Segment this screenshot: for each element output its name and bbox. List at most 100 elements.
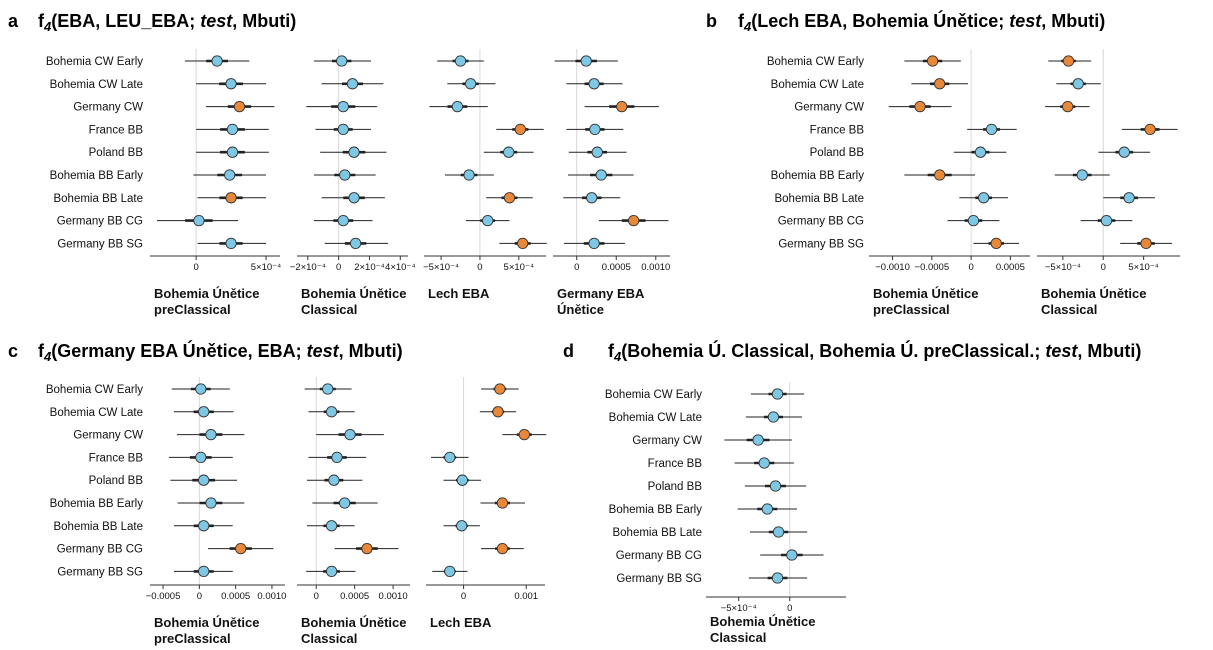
data-point	[208, 542, 274, 555]
data-point	[170, 474, 238, 486]
row-label: Germany CW	[73, 102, 143, 114]
panel-title: f4(Lech EBA, Bohemia Únětice; test, Mbut…	[738, 10, 1105, 34]
subplot: −2×10⁻⁴ 0 2×10⁻⁴ 4×10⁻⁴ Bohemia ÚněticeClass…	[290, 49, 416, 317]
estimate-point	[211, 55, 223, 67]
row-label: Germany CW	[632, 435, 702, 447]
estimate-point	[339, 169, 351, 181]
data-point	[196, 123, 269, 136]
estimate-point	[198, 565, 210, 578]
estimate-point	[349, 237, 362, 250]
estimate-point	[771, 572, 784, 584]
row-label: France BB	[810, 124, 865, 136]
estimate-point	[195, 383, 207, 395]
data-point	[306, 100, 378, 113]
data-point	[760, 549, 824, 561]
estimate-point	[767, 411, 780, 423]
tick-label: 0.0005	[340, 591, 369, 602]
data-point	[584, 100, 659, 113]
tick-label: 5×10⁻⁴	[251, 262, 282, 273]
data-point	[496, 123, 544, 136]
estimate-point	[226, 123, 239, 136]
row-label: Bohemia CW Early	[46, 384, 143, 396]
panel-title: f4(Bohemia Ú. Classical, Bohemia Ú. preC…	[608, 340, 1141, 364]
estimate-point	[337, 123, 349, 136]
tick-label: 0	[461, 591, 466, 602]
estimate-point	[193, 214, 205, 227]
tick-label: 0	[968, 262, 973, 273]
estimate-point	[235, 542, 247, 555]
data-point	[308, 451, 367, 464]
data-point	[724, 434, 792, 446]
row-label: Germany BB SG	[57, 238, 143, 250]
x-axis-label: Bohemia Únětice	[710, 614, 815, 629]
data-point	[432, 565, 468, 578]
estimate-point	[1072, 78, 1084, 90]
estimate-point	[914, 100, 926, 113]
estimate-point	[339, 497, 351, 509]
data-point	[745, 411, 803, 423]
estimate-point	[1076, 169, 1088, 181]
data-point	[321, 192, 385, 204]
data-point	[748, 572, 808, 584]
estimate-point	[496, 497, 509, 509]
row-label: Germany CW	[794, 102, 864, 114]
tick-label: −0.0005	[146, 591, 181, 602]
x-axis-label: Germany EBA	[557, 286, 645, 301]
data-point	[437, 55, 484, 67]
data-point	[947, 214, 1000, 227]
row-label: Germany BB CG	[778, 216, 864, 228]
data-point	[480, 497, 525, 509]
tick-label: −0.0010	[875, 262, 910, 273]
row-label: France BB	[648, 458, 703, 470]
row-label: France BB	[89, 124, 144, 136]
data-point	[173, 520, 233, 532]
row-label: Poland BB	[89, 147, 144, 159]
row-label: Poland BB	[648, 481, 703, 493]
data-point	[598, 214, 669, 227]
data-point	[479, 406, 517, 418]
data-point	[566, 123, 624, 136]
data-point	[197, 237, 267, 250]
estimate-point	[518, 428, 530, 441]
estimate-point	[225, 192, 237, 204]
estimate-point	[454, 55, 467, 67]
row-label: Bohemia CW Late	[609, 412, 702, 424]
tick-label: 0	[574, 262, 579, 273]
x-axis-label: Bohemia Únětice	[873, 286, 978, 301]
data-point	[1056, 78, 1101, 90]
data-point	[465, 214, 510, 227]
tick-label: 0.0005	[602, 262, 631, 273]
row-label: Bohemia BB Late	[53, 193, 143, 205]
tick-label: 0	[197, 591, 202, 602]
estimate-point	[591, 146, 603, 158]
estimate-point	[344, 428, 356, 441]
row-label: Germany BB CG	[57, 544, 143, 556]
data-point	[554, 55, 618, 67]
data-point	[967, 123, 1017, 136]
data-point	[443, 520, 480, 532]
tick-label: 0.001	[514, 591, 538, 602]
tick-label: 0.0005	[996, 262, 1025, 273]
estimate-point	[346, 78, 359, 90]
estimate-point	[337, 100, 349, 113]
tick-label: −5×10⁻⁴	[721, 603, 757, 614]
row-label: Bohemia CW Late	[50, 407, 143, 419]
estimate-point	[325, 520, 338, 532]
data-point	[312, 497, 378, 509]
data-point	[888, 100, 952, 113]
x-axis-label: Únětice	[557, 302, 604, 317]
estimate-point	[589, 123, 601, 136]
tick-label: 0	[193, 262, 198, 273]
x-axis-label: preClassical	[873, 302, 950, 317]
estimate-point	[198, 520, 210, 532]
estimate-point	[974, 146, 987, 158]
data-point	[304, 383, 352, 395]
estimate-point	[322, 383, 334, 395]
tick-label: 5×10⁻⁴	[504, 262, 535, 273]
estimate-point	[761, 503, 773, 515]
data-point	[481, 383, 519, 395]
